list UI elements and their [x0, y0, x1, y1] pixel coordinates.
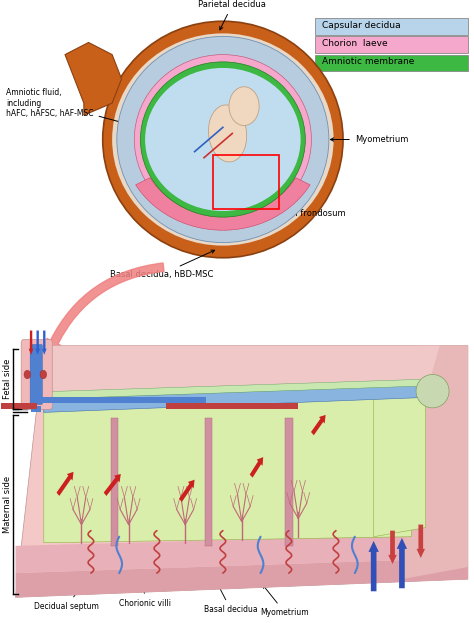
Text: Decidual septum: Decidual septum: [35, 543, 112, 611]
Polygon shape: [44, 394, 411, 543]
FancyBboxPatch shape: [315, 18, 468, 35]
Text: Amniotic membrane: Amniotic membrane: [322, 57, 415, 67]
Text: Maternal arteries: Maternal arteries: [336, 564, 402, 578]
Text: Umbilical vein: Umbilical vein: [38, 359, 133, 368]
FancyBboxPatch shape: [0, 403, 36, 409]
FancyBboxPatch shape: [315, 55, 468, 71]
FancyArrow shape: [368, 541, 379, 591]
Text: Chorion frondosum: Chorion frondosum: [259, 193, 346, 218]
Text: Basal decidua, hBD-MSC: Basal decidua, hBD-MSC: [110, 250, 215, 279]
FancyBboxPatch shape: [315, 36, 468, 53]
Ellipse shape: [145, 68, 301, 211]
FancyArrow shape: [36, 331, 40, 354]
FancyBboxPatch shape: [41, 397, 206, 403]
FancyArrow shape: [388, 531, 397, 564]
FancyArrow shape: [311, 415, 326, 435]
Text: Maternal side: Maternal side: [3, 477, 12, 533]
FancyArrow shape: [417, 525, 425, 558]
Text: Umbilical arteries: Umbilical arteries: [47, 347, 147, 359]
FancyArrowPatch shape: [47, 263, 164, 352]
Polygon shape: [39, 346, 439, 392]
Ellipse shape: [416, 374, 449, 408]
FancyArrow shape: [56, 472, 73, 496]
FancyArrow shape: [179, 480, 194, 502]
Text: Basal decidua: Basal decidua: [204, 561, 258, 614]
Ellipse shape: [117, 36, 329, 242]
FancyArrow shape: [397, 538, 407, 588]
Ellipse shape: [140, 62, 305, 217]
Polygon shape: [136, 178, 310, 230]
Text: Capsular decidua: Capsular decidua: [322, 21, 401, 30]
Text: Myometrium: Myometrium: [330, 135, 408, 144]
Bar: [213, 155, 279, 209]
Text: Chorion  laeve: Chorion laeve: [322, 39, 388, 48]
Ellipse shape: [134, 55, 311, 224]
FancyArrow shape: [104, 474, 121, 496]
Text: Parietal decidua: Parietal decidua: [198, 0, 266, 30]
Ellipse shape: [209, 105, 246, 162]
Circle shape: [24, 370, 31, 379]
Polygon shape: [285, 419, 292, 546]
FancyBboxPatch shape: [166, 403, 298, 409]
Circle shape: [40, 370, 46, 379]
Text: Umbilical cord: Umbilical cord: [32, 371, 134, 381]
Polygon shape: [111, 419, 118, 546]
Text: Chorionic plate: Chorionic plate: [204, 353, 262, 400]
Polygon shape: [16, 346, 468, 597]
FancyArrow shape: [42, 331, 46, 354]
Text: Chorionic villi: Chorionic villi: [119, 522, 171, 608]
FancyBboxPatch shape: [21, 340, 52, 409]
Polygon shape: [16, 534, 468, 573]
Text: Marginal sinus: Marginal sinus: [374, 347, 429, 374]
Text: Myometrium: Myometrium: [261, 585, 309, 617]
Circle shape: [229, 87, 259, 126]
FancyArrow shape: [29, 331, 34, 354]
Text: Amniotic membrane: Amniotic membrane: [119, 353, 197, 393]
Polygon shape: [65, 42, 121, 115]
Polygon shape: [205, 419, 212, 546]
Polygon shape: [44, 385, 430, 412]
Polygon shape: [402, 346, 468, 579]
Text: Fetal side: Fetal side: [3, 359, 12, 399]
Polygon shape: [16, 558, 468, 597]
Text: Trophoblast: Trophoblast: [55, 387, 124, 406]
FancyBboxPatch shape: [30, 345, 42, 404]
Ellipse shape: [103, 21, 343, 258]
Ellipse shape: [112, 34, 334, 245]
Polygon shape: [374, 388, 426, 536]
Polygon shape: [44, 379, 430, 399]
FancyArrow shape: [250, 457, 263, 478]
Text: Maternal veins: Maternal veins: [383, 487, 440, 536]
FancyBboxPatch shape: [31, 406, 41, 412]
Text: Amniotic fluid,
including
hAFC, hAFSC, hAF-MSC: Amniotic fluid, including hAFC, hAFSC, h…: [6, 88, 137, 127]
